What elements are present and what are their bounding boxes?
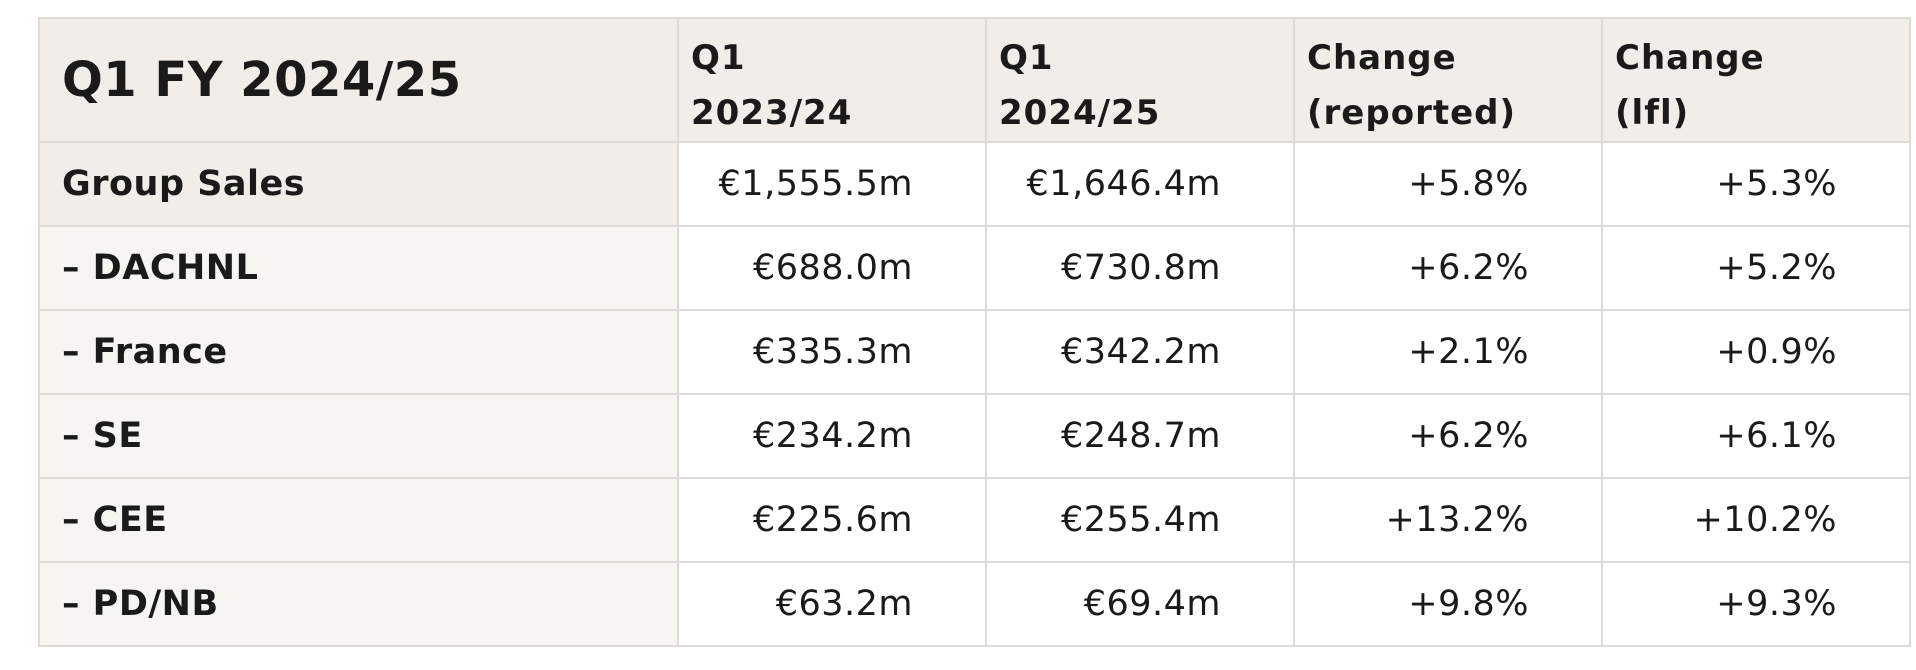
table-row: – SE €234.2m €248.7m +6.2% +6.1%	[38, 393, 1911, 479]
row-label: – CEE	[38, 477, 679, 563]
column-header-line: Change	[1307, 38, 1457, 78]
table-cell: €69.4m	[985, 561, 1295, 647]
table-row: – CEE €225.6m €255.4m +13.2% +10.2%	[38, 477, 1911, 563]
column-header-line: 2023/24	[691, 93, 853, 133]
table-cell: +2.1%	[1293, 309, 1603, 395]
table-row: – DACHNL €688.0m €730.8m +6.2% +5.2%	[38, 225, 1911, 311]
table-cell: +5.2%	[1601, 225, 1911, 311]
table-cell: €342.2m	[985, 309, 1295, 395]
table-row: – France €335.3m €342.2m +2.1% +0.9%	[38, 309, 1911, 395]
column-header: Q1 2024/25	[985, 17, 1295, 143]
table-cell: €248.7m	[985, 393, 1295, 479]
column-header-line: 2024/25	[999, 93, 1161, 133]
column-header-line: Change	[1615, 38, 1765, 78]
table-cell: +5.8%	[1293, 141, 1603, 227]
row-label: – PD/NB	[38, 561, 679, 647]
column-header-line: Q1	[691, 38, 746, 78]
table-cell: €255.4m	[985, 477, 1295, 563]
table-cell: €688.0m	[677, 225, 987, 311]
row-label: – DACHNL	[38, 225, 679, 311]
column-header: Q1 2023/24	[677, 17, 987, 143]
table-cell: +9.3%	[1601, 561, 1911, 647]
column-header: Change (lfl)	[1601, 17, 1911, 143]
table-row: – PD/NB €63.2m €69.4m +9.8% +9.3%	[38, 561, 1911, 647]
table-cell: +6.2%	[1293, 393, 1603, 479]
table-cell: +13.2%	[1293, 477, 1603, 563]
table-cell: +0.9%	[1601, 309, 1911, 395]
column-header-line: (reported)	[1307, 93, 1517, 133]
column-header: Change (reported)	[1293, 17, 1603, 143]
column-header-line: Q1	[999, 38, 1054, 78]
table-cell: €1,555.5m	[677, 141, 987, 227]
table-cell: +10.2%	[1601, 477, 1911, 563]
table-cell: €730.8m	[985, 225, 1295, 311]
table-row: Group Sales €1,555.5m €1,646.4m +5.8% +5…	[38, 141, 1911, 227]
table-header-row: Q1 FY 2024/25 Q1 2023/24 Q1 2024/25 Chan…	[38, 17, 1911, 143]
row-label: – France	[38, 309, 679, 395]
sales-table: Q1 FY 2024/25 Q1 2023/24 Q1 2024/25 Chan…	[38, 17, 1911, 647]
row-label: Group Sales	[38, 141, 679, 227]
table-cell: +6.2%	[1293, 225, 1603, 311]
table-cell: €63.2m	[677, 561, 987, 647]
table-cell: €1,646.4m	[985, 141, 1295, 227]
table-cell: +9.8%	[1293, 561, 1603, 647]
table-cell: €225.6m	[677, 477, 987, 563]
row-label: – SE	[38, 393, 679, 479]
column-header-line: (lfl)	[1615, 93, 1690, 133]
table-cell: +6.1%	[1601, 393, 1911, 479]
table-cell: +5.3%	[1601, 141, 1911, 227]
table-cell: €335.3m	[677, 309, 987, 395]
table-title: Q1 FY 2024/25	[38, 17, 679, 143]
table-cell: €234.2m	[677, 393, 987, 479]
